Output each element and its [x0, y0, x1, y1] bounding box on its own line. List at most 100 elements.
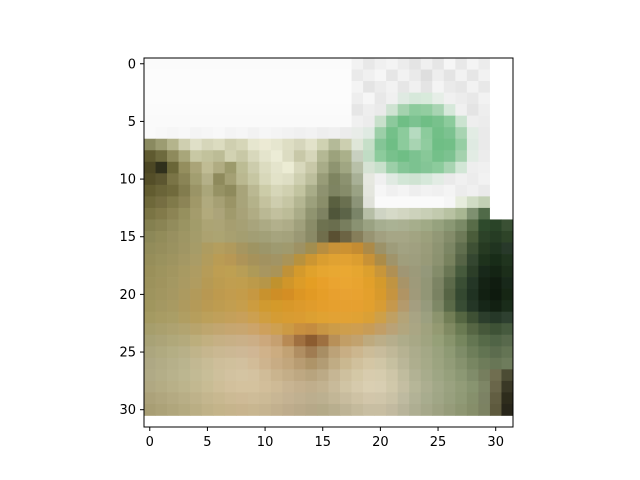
- image-pixel: [386, 311, 399, 324]
- image-pixel: [363, 58, 375, 70]
- image-pixel: [201, 323, 214, 336]
- image-pixel: [443, 150, 456, 163]
- image-pixel: [466, 392, 479, 405]
- image-pixel: [489, 265, 502, 278]
- image-pixel: [190, 323, 203, 336]
- image-pixel: [247, 300, 260, 313]
- image-pixel: [374, 230, 387, 243]
- image-pixel: [397, 207, 410, 220]
- image-pixel: [374, 138, 387, 151]
- image-pixel: [397, 311, 410, 324]
- image-pixel: [190, 81, 203, 93]
- image-pixel: [351, 357, 364, 370]
- image-pixel: [213, 150, 226, 163]
- image-pixel: [259, 230, 272, 243]
- image-pixel: [432, 138, 445, 151]
- image-pixel: [259, 323, 272, 336]
- image-pixel: [282, 392, 295, 405]
- image-pixel: [236, 230, 249, 243]
- image-pixel: [224, 58, 237, 70]
- image-pixel: [501, 380, 514, 393]
- image-pixel: [201, 173, 214, 186]
- image-pixel: [328, 323, 341, 336]
- image-pixel: [247, 242, 260, 255]
- image-pixel: [443, 380, 456, 393]
- image-pixel: [501, 334, 514, 347]
- image-pixel: [466, 161, 479, 174]
- image-pixel: [340, 369, 352, 382]
- image-pixel: [409, 403, 422, 416]
- image-pixel: [328, 92, 341, 105]
- image-pixel: [420, 127, 433, 140]
- image-pixel: [489, 92, 502, 105]
- image-pixel: [236, 265, 249, 278]
- x-tick-label: 25: [430, 435, 447, 450]
- image-pixel: [236, 403, 249, 416]
- image-pixel: [374, 196, 387, 209]
- image-pixel: [247, 230, 260, 243]
- image-pixel: [351, 69, 364, 82]
- image-pixel: [190, 138, 203, 151]
- image-pixel: [420, 357, 433, 370]
- image-pixel: [363, 230, 375, 243]
- image-pixel: [167, 300, 179, 313]
- image-pixel: [409, 230, 422, 243]
- image-pixel: [293, 196, 306, 209]
- image-pixel: [489, 69, 502, 82]
- image-pixel: [305, 127, 318, 140]
- image-pixel: [155, 369, 168, 382]
- image-pixel: [432, 184, 445, 197]
- image-pixel: [397, 254, 410, 266]
- image-pixel: [374, 300, 387, 313]
- image-pixel: [155, 58, 168, 70]
- image-pixel: [178, 288, 191, 301]
- image-pixel: [190, 346, 203, 359]
- image-pixel: [386, 138, 399, 151]
- image-pixel: [270, 69, 283, 82]
- image-pixel: [293, 138, 306, 151]
- image-pixel: [155, 323, 168, 336]
- image-pixel: [213, 323, 226, 336]
- image-pixel: [501, 230, 514, 243]
- image-pixel: [501, 219, 514, 232]
- image-pixel: [374, 334, 387, 347]
- image-pixel: [489, 104, 502, 117]
- image-pixel: [224, 369, 237, 382]
- image-pixel: [443, 81, 456, 93]
- image-pixel: [328, 127, 341, 140]
- image-pixel: [351, 207, 364, 220]
- image-pixel: [489, 369, 502, 382]
- image-pixel: [478, 323, 491, 336]
- image-pixel: [201, 150, 214, 163]
- image-pixel: [501, 392, 514, 405]
- image-pixel: [213, 369, 226, 382]
- image-pixel: [270, 357, 283, 370]
- image-pixel: [466, 138, 479, 151]
- image-pixel: [224, 207, 237, 220]
- image-pixel: [466, 69, 479, 82]
- image-pixel: [489, 334, 502, 347]
- image-pixel: [236, 150, 249, 163]
- image-pixel: [259, 380, 272, 393]
- image-pixel: [351, 300, 364, 313]
- image-pixel: [351, 380, 364, 393]
- image-pixel: [224, 277, 237, 289]
- image-pixel: [201, 58, 214, 70]
- image-pixel: [236, 334, 249, 347]
- image-pixel: [386, 300, 399, 313]
- image-pixel: [190, 357, 203, 370]
- image-pixel: [247, 254, 260, 266]
- image-pixel: [190, 207, 203, 220]
- image-pixel: [455, 403, 468, 416]
- image-pixel: [363, 277, 375, 289]
- image-pixel: [155, 81, 168, 93]
- image-pixel: [420, 230, 433, 243]
- image-pixel: [213, 207, 226, 220]
- image-pixel: [386, 92, 399, 105]
- image-pixel: [455, 69, 468, 82]
- image-pixel: [374, 288, 387, 301]
- image-pixel: [455, 138, 468, 151]
- image-pixel: [340, 69, 352, 82]
- image-pixel: [455, 265, 468, 278]
- image-pixel: [420, 81, 433, 93]
